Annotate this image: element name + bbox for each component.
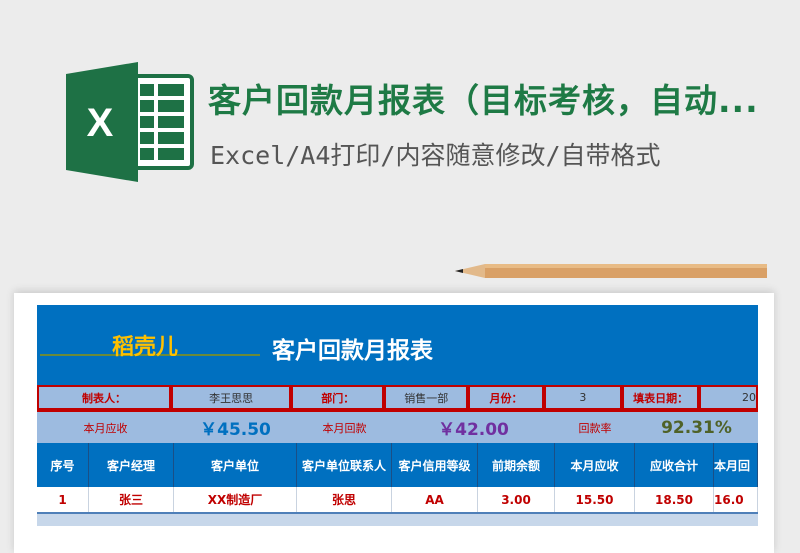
cell-prior-balance[interactable]: 3.00 <box>478 487 555 512</box>
column-header: 客户单位 <box>174 443 297 487</box>
column-header: 本月回 <box>714 443 758 487</box>
receivable-label: 本月应收 <box>83 421 128 435</box>
cell-company[interactable]: XX制造厂 <box>174 487 297 512</box>
date-value[interactable]: 20 <box>699 385 758 410</box>
received-value: ￥42.00 <box>438 420 509 440</box>
column-header: 本月应收 <box>555 443 635 487</box>
pencil-icon <box>455 264 767 278</box>
summary-row: 本月应收 ￥45.50 本月回款 ￥42.00 回款率 92.31% <box>37 410 758 443</box>
received-label: 本月回款 <box>322 421 367 435</box>
table-row: 1 张三 XX制造厂 张思 AA 3.00 15.50 18.50 16.0 <box>37 487 758 512</box>
preparer-value[interactable]: 李王思思 <box>170 385 292 410</box>
cell-received[interactable]: 16.0 <box>714 487 758 512</box>
page-subtitle: Excel/A4打印/内容随意修改/自带格式 <box>210 141 661 170</box>
column-header: 应收合计 <box>635 443 714 487</box>
department-value[interactable]: 销售一部 <box>384 385 469 410</box>
column-header: 序号 <box>37 443 89 487</box>
brand-name: 稻壳儿 <box>112 335 179 360</box>
column-header: 前期余额 <box>478 443 555 487</box>
department-label: 部门： <box>291 385 385 410</box>
page-title: 客户回款月报表（目标考核，自动... <box>208 81 759 120</box>
column-header: 客户单位联系人 <box>297 443 392 487</box>
column-header: 客户信用等级 <box>392 443 478 487</box>
divider <box>40 354 260 356</box>
table-row <box>37 512 758 526</box>
cell-contact[interactable]: 张思 <box>297 487 392 512</box>
preparer-label: 制表人： <box>37 385 171 410</box>
svg-text:X: X <box>87 101 114 145</box>
month-value[interactable]: 3 <box>543 385 622 410</box>
sheet-title: 客户回款月报表 <box>272 338 433 364</box>
rate-value: 92.31% <box>661 417 732 438</box>
excel-logo-icon: X <box>66 62 194 182</box>
cell-receivable[interactable]: 15.50 <box>555 487 635 512</box>
spreadsheet: 稻壳儿 客户回款月报表 制表人： 李王思思 部门： 销售一部 月份： 3 填表日… <box>37 305 758 526</box>
column-header: 客户经理 <box>89 443 174 487</box>
cell-index[interactable]: 1 <box>37 487 89 512</box>
cell-total[interactable]: 18.50 <box>635 487 714 512</box>
table-header: 序号 客户经理 客户单位 客户单位联系人 客户信用等级 前期余额 本月应收 应收… <box>37 443 758 487</box>
info-row: 制表人： 李王思思 部门： 销售一部 月份： 3 填表日期： 20 <box>37 385 758 410</box>
date-label: 填表日期： <box>621 385 700 410</box>
month-label: 月份： <box>468 385 544 410</box>
receivable-value: ￥45.50 <box>200 420 271 440</box>
cell-credit[interactable]: AA <box>392 487 478 512</box>
cell-manager[interactable]: 张三 <box>89 487 174 512</box>
rate-label: 回款率 <box>578 421 612 435</box>
